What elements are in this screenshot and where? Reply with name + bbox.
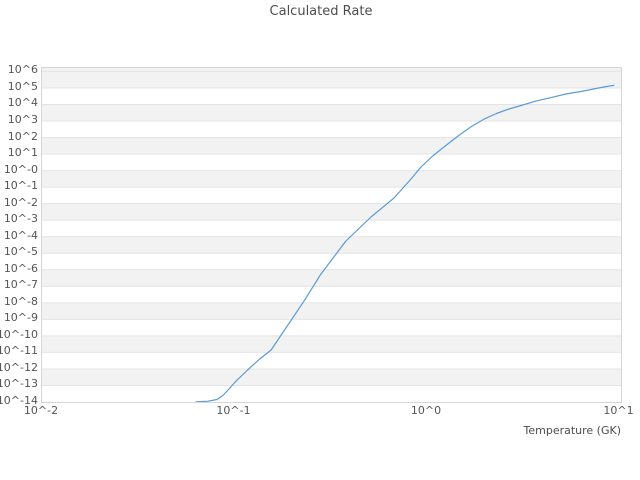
background-band [42,302,621,320]
y-tick-label: 10^-9 [3,311,38,325]
x-tick-label: 10^-2 [23,404,59,417]
y-tick-label: 10^3 [7,112,38,126]
background-band [42,236,621,254]
y-tick-label: 10^-12 [0,360,38,374]
y-tick-label: 10^-11 [0,344,38,358]
background-band [42,137,621,155]
x-tick-label: 10^1 [603,404,634,417]
y-tick-label: 10^-10 [0,327,38,341]
y-tick-label: 10^-14 [0,394,38,407]
background-band [42,170,621,188]
y-tick-label: 10^5 [7,79,38,93]
background-band [42,68,621,88]
x-tick-label: 10^-1 [216,404,251,417]
y-tick-label: 10^-0 [3,162,38,176]
y-tick-label: 10^1 [7,146,38,160]
y-tick-label: 10^-13 [0,377,38,391]
y-tick-label: 10^2 [7,129,38,143]
y-tick-label: 10^-3 [3,212,38,226]
y-tick-label: 10^6 [7,63,38,77]
y-tick-label: 10^4 [7,96,38,110]
calculated-rate-curve [195,84,615,402]
y-tick-label: 10^-7 [3,278,38,292]
y-tick-label: 10^-1 [3,179,38,193]
y-tick-label: 10^-5 [3,245,38,259]
x-axis-label: Temperature (GK) [523,424,622,437]
background-band [42,104,621,121]
plot-area [41,67,622,403]
plot-canvas [42,68,621,402]
background-band [42,203,621,221]
chart-title: Calculated Rate [269,4,373,19]
background-band [42,335,621,353]
background-band [42,269,621,287]
y-tick-label: 10^-6 [3,261,38,275]
background-band [42,368,621,386]
y-tick-label: 10^-2 [3,195,38,209]
y-tick-label: 10^-8 [3,294,38,308]
y-tick-label: 10^-4 [3,228,38,242]
x-tick-label: 10^0 [410,404,442,417]
